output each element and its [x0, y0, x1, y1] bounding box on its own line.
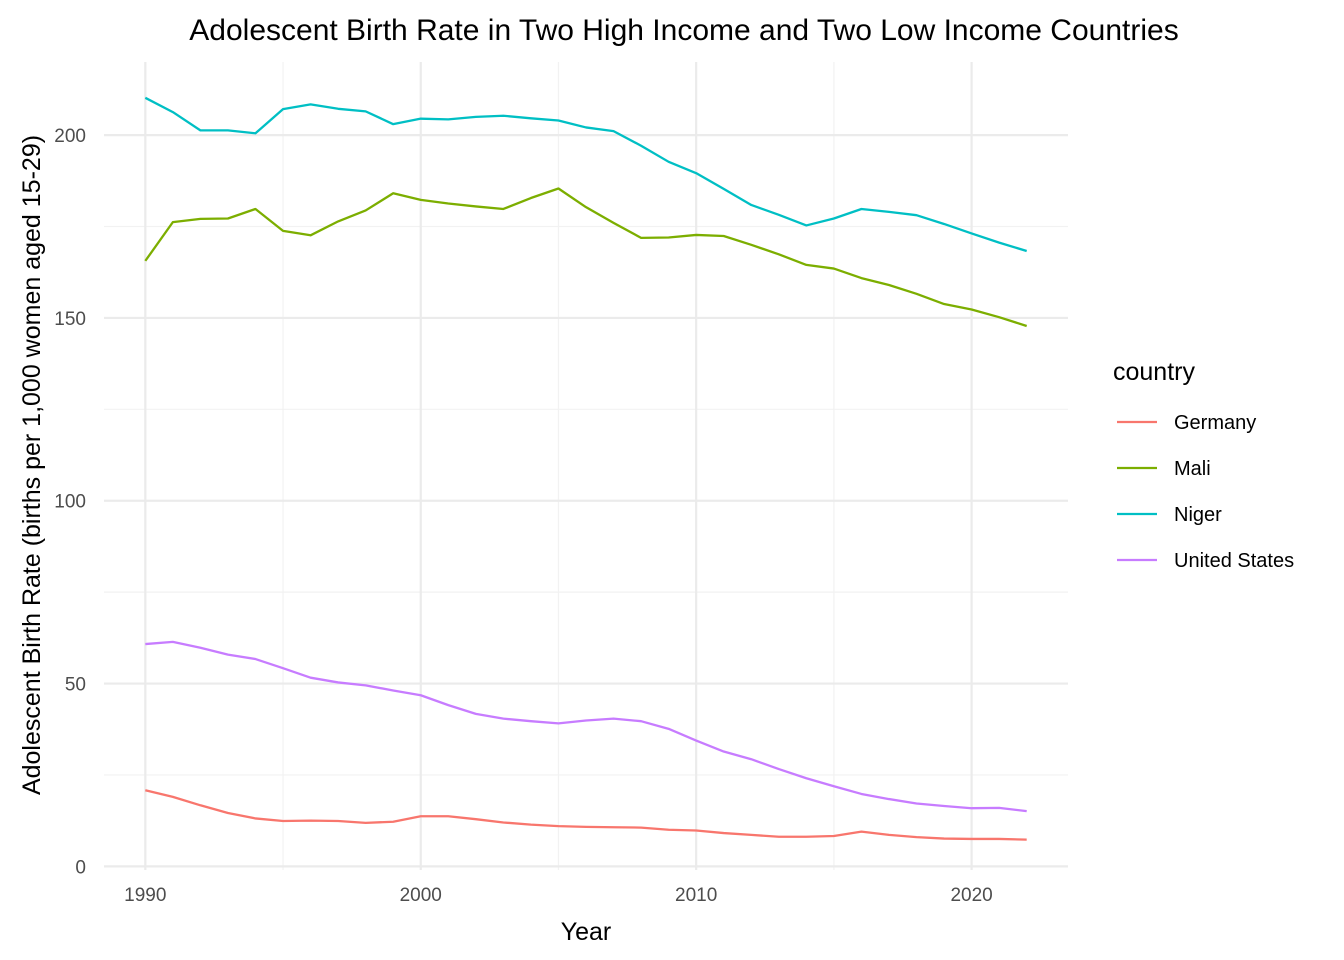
legend-label-niger: Niger [1174, 504, 1222, 526]
x-tick-label: 2020 [950, 885, 992, 906]
series-line-niger [144, 96, 1028, 253]
legend-label-germany: Germany [1174, 412, 1256, 434]
legend-label-mali: Mali [1174, 458, 1211, 480]
y-tick-label: 100 [54, 492, 86, 513]
legend-items: Germany Mali Niger United States [1117, 412, 1294, 572]
x-axis-tick-labels: 1990 2000 2010 2020 [124, 885, 993, 906]
minor-gridlines-x [282, 62, 835, 870]
legend-label-united-states: United States [1174, 550, 1294, 572]
y-tick-label: 200 [54, 126, 86, 147]
legend-title: country [1113, 358, 1195, 386]
y-axis-title: Adolescent Birth Rate (births per 1,000 … [18, 135, 46, 795]
legend-item-united-states: United States [1117, 550, 1294, 572]
x-tick-label: 1990 [124, 885, 166, 906]
y-axis-tick-labels: 0 50 100 150 200 [54, 126, 86, 878]
major-gridlines-y [104, 134, 1068, 868]
legend-item-germany: Germany [1117, 412, 1256, 434]
y-tick-label: 150 [54, 309, 86, 330]
legend: country Germany Mali Niger United States [1113, 358, 1294, 572]
legend-item-niger: Niger [1117, 504, 1222, 526]
x-axis-title: Year [561, 918, 612, 946]
chart-title: Adolescent Birth Rate in Two High Income… [189, 14, 1178, 47]
y-tick-label: 0 [75, 857, 86, 878]
y-tick-label: 50 [65, 675, 86, 696]
series-line-united-states [145, 640, 1027, 813]
x-tick-label: 2000 [400, 885, 442, 906]
series-lines [144, 96, 1028, 841]
x-tick-label: 2010 [675, 885, 717, 906]
legend-item-mali: Mali [1117, 458, 1211, 480]
series-line-germany [145, 789, 1027, 841]
minor-gridlines-y [104, 225, 1068, 776]
major-gridlines-x [144, 62, 973, 870]
series-line-mali [144, 187, 1028, 328]
